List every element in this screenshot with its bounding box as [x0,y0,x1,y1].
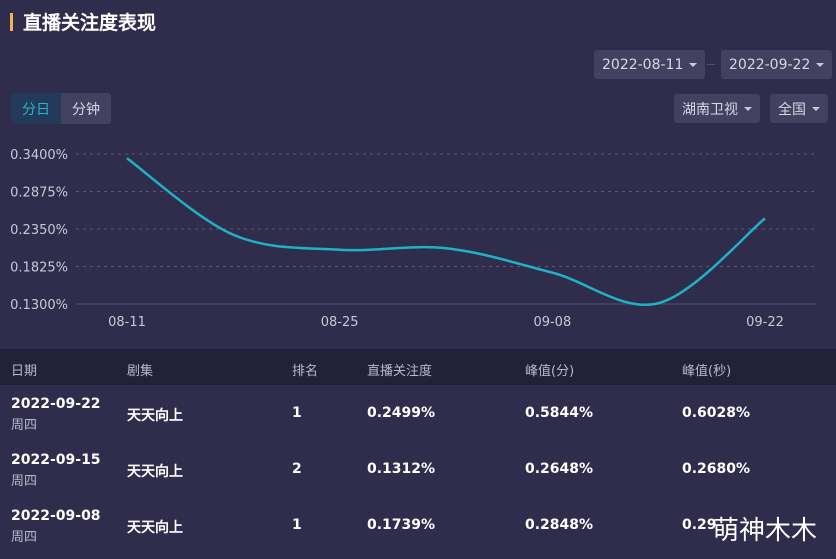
cell-weekday: 周四 [11,530,38,545]
cell-weekday: 周四 [11,474,38,489]
table-row[interactable]: 2022-09-15 周四 天天向上 2 0.1312% 0.2648% 0.2680% [0,442,836,498]
column-header: 峰值(秒) [682,364,732,379]
end-date: 2022-09-22 [729,56,811,73]
chevron-down-icon [689,62,698,67]
x-tick-label: 08-11 [108,315,146,330]
cell-peak-min: 0.5844% [525,405,594,421]
granularity-toggle: 分日 分钟 [11,93,111,124]
cell-peak-sec: 0.2680% [682,461,751,477]
page-title: 直播关注度表现 [10,8,156,35]
cell-rank: 1 [292,517,302,533]
region-select[interactable]: 全国 [770,94,828,123]
cell-attention: 0.1739% [367,517,436,533]
cell-show: 天天向上 [127,464,183,480]
y-tick-label: 0.2350% [10,223,68,238]
tab-day[interactable]: 分日 [11,93,61,124]
start-date: 2022-08-11 [602,56,684,73]
attention-line-chart: 0.3400% 0.2875% 0.2350% 0.1825% 0.1300% 08-11… [10,148,816,330]
series-line [126,157,766,306]
x-tick-label: 09-08 [533,315,571,330]
cell-attention: 0.1312% [367,461,436,477]
cell-peak-sec: 0.6028% [682,405,751,421]
table-header: 日期 剧集 排名 直播关注度 峰值(分) 峰值(秒) [0,349,836,385]
cell-peak-sec: 0.29 [682,517,717,533]
column-header: 峰值(分) [525,364,575,379]
cell-date: 2022-09-22 [11,396,101,412]
title-text: 直播关注度表现 [23,12,157,34]
x-tick-label: 08-25 [321,315,359,330]
cell-peak-min: 0.2648% [525,461,594,477]
title-accent [10,12,13,31]
chevron-down-icon [812,106,820,111]
cell-rank: 2 [292,461,302,477]
region-value: 全国 [778,101,806,118]
watermark: 萌神木木 [713,516,818,546]
column-header: 排名 [292,364,319,379]
column-header: 日期 [11,364,38,379]
cell-weekday: 周四 [11,418,38,433]
end-date-select[interactable]: 2022-09-22 [721,50,833,79]
date-separator [707,64,715,65]
cell-peak-min: 0.2848% [525,517,594,533]
cell-attention: 0.2499% [367,405,436,421]
channel-value: 湖南卫视 [682,101,738,118]
column-header: 直播关注度 [367,364,433,379]
start-date-select[interactable]: 2022-08-11 [594,50,706,79]
cell-show: 天天向上 [127,520,183,536]
y-tick-label: 0.3400% [10,148,68,163]
y-tick-label: 0.2875% [10,186,68,201]
cell-date: 2022-09-08 [11,508,101,524]
y-tick-label: 0.1300% [10,298,68,313]
cell-date: 2022-09-15 [11,452,101,468]
tab-minute[interactable]: 分钟 [61,93,111,124]
chevron-down-icon [744,106,752,111]
table-row[interactable]: 2022-09-08 周四 天天向上 1 0.1739% 0.2848% 0.29 [0,498,836,554]
column-header: 剧集 [127,364,154,379]
cell-rank: 1 [292,405,302,421]
cell-show: 天天向上 [127,408,183,424]
table-row[interactable]: 2022-09-22 周四 天天向上 1 0.2499% 0.5844% 0.6028% [0,386,836,442]
y-tick-label: 0.1825% [10,261,68,276]
channel-select[interactable]: 湖南卫视 [674,94,760,123]
x-tick-label: 09-22 [746,315,784,330]
chevron-down-icon [816,62,825,67]
